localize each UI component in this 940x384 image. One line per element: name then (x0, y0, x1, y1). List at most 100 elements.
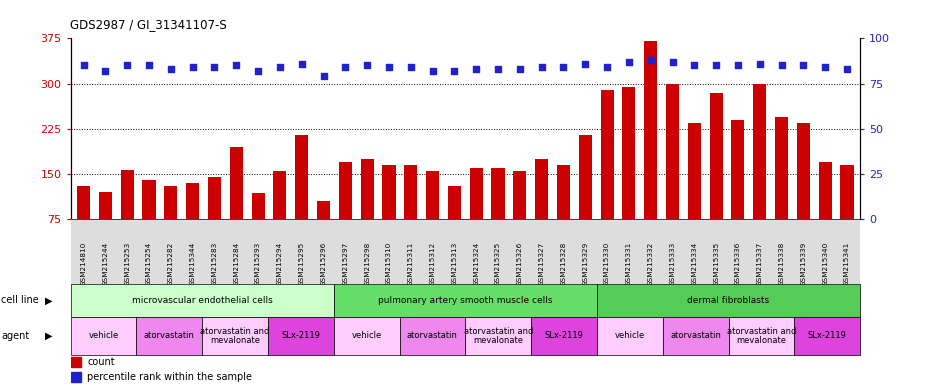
Bar (753, 84, 766, 219)
Point (730, 62, 745, 68)
Point (774, 62, 789, 68)
Bar (776, 117, 788, 219)
Bar (268, 317, 334, 355)
Point (425, 68, 440, 74)
Bar (556, 165, 570, 219)
Point (709, 62, 724, 68)
Text: atorvastatin and
mevalonate: atorvastatin and mevalonate (463, 327, 533, 345)
Text: microvascular endothelial cells: microvascular endothelial cells (132, 296, 273, 305)
Text: pulmonary artery smooth muscle cells: pulmonary artery smooth muscle cells (378, 296, 553, 305)
Bar (492, 168, 505, 219)
Point (556, 64, 571, 70)
Text: SLx-2119: SLx-2119 (281, 331, 321, 341)
Bar (465, 317, 531, 355)
Bar (731, 120, 744, 219)
Bar (797, 122, 810, 219)
Point (273, 64, 288, 70)
Bar (666, 84, 679, 219)
Bar (622, 86, 635, 219)
Point (491, 66, 506, 72)
Bar (579, 135, 592, 219)
Point (228, 62, 243, 68)
Point (687, 62, 702, 68)
Bar (338, 162, 352, 219)
Point (142, 62, 157, 68)
Bar (597, 284, 860, 317)
Bar (597, 317, 663, 355)
Point (98, 68, 113, 74)
Text: atorvastatin and
mevalonate: atorvastatin and mevalonate (200, 327, 270, 345)
Bar (644, 41, 657, 219)
Bar (601, 89, 614, 219)
Point (752, 61, 767, 67)
Point (665, 59, 680, 65)
Point (446, 68, 462, 74)
Bar (535, 159, 548, 219)
Bar (274, 171, 287, 219)
Bar (728, 317, 794, 355)
Bar (404, 165, 417, 219)
Point (185, 64, 200, 70)
Point (316, 73, 331, 79)
Point (469, 66, 484, 72)
Point (119, 62, 134, 68)
Bar (70, 357, 82, 367)
Text: atorvastatin: atorvastatin (144, 331, 195, 341)
Bar (794, 317, 860, 355)
Text: count: count (87, 358, 115, 367)
Bar (663, 317, 728, 355)
Bar (383, 165, 396, 219)
Point (360, 62, 375, 68)
Text: ▶: ▶ (45, 295, 53, 306)
Point (796, 62, 811, 68)
Point (382, 64, 397, 70)
Text: cell line: cell line (1, 295, 39, 306)
Text: SLx-2119: SLx-2119 (544, 331, 584, 341)
Point (839, 66, 854, 72)
Point (600, 64, 615, 70)
Bar (70, 372, 82, 382)
Bar (317, 201, 330, 219)
Point (164, 66, 179, 72)
Bar (186, 183, 199, 219)
Bar (470, 168, 483, 219)
Bar (229, 147, 243, 219)
Bar (77, 186, 90, 219)
Point (294, 61, 309, 67)
Point (337, 64, 352, 70)
Bar (120, 170, 133, 219)
Bar (202, 317, 268, 355)
Bar (710, 93, 723, 219)
Bar (840, 165, 854, 219)
Point (207, 64, 222, 70)
Bar (513, 171, 526, 219)
Text: SLx-2119: SLx-2119 (807, 331, 847, 341)
Bar (164, 186, 178, 219)
Point (621, 59, 636, 65)
Bar (447, 186, 461, 219)
Bar (208, 177, 221, 219)
Bar (136, 317, 202, 355)
Bar (819, 162, 832, 219)
Bar (70, 284, 334, 317)
Point (818, 64, 833, 70)
Text: dermal fibroblasts: dermal fibroblasts (687, 296, 770, 305)
Bar (688, 122, 701, 219)
Text: atorvastatin: atorvastatin (670, 331, 721, 341)
Text: vehicle: vehicle (88, 331, 118, 341)
Bar (361, 159, 374, 219)
Point (76, 62, 91, 68)
Bar (334, 317, 400, 355)
Point (251, 68, 266, 74)
Point (512, 66, 527, 72)
Point (643, 57, 658, 63)
Bar (426, 171, 439, 219)
Point (534, 64, 549, 70)
Text: atorvastatin and
mevalonate: atorvastatin and mevalonate (727, 327, 796, 345)
Bar (334, 284, 597, 317)
Text: vehicle: vehicle (615, 331, 645, 341)
Bar (252, 193, 265, 219)
Bar (400, 317, 465, 355)
Point (403, 64, 418, 70)
Text: agent: agent (1, 331, 29, 341)
